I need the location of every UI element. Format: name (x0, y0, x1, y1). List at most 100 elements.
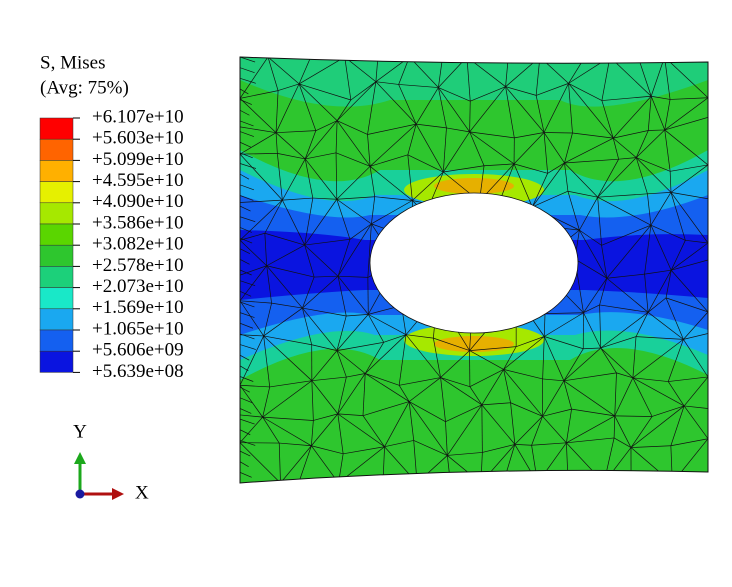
mesh-edge (407, 154, 444, 173)
mesh-edge (384, 440, 414, 448)
mesh-edge (547, 162, 565, 174)
mesh-edge (670, 242, 708, 271)
mesh-edge (240, 385, 263, 418)
mesh-edge (278, 443, 281, 483)
mesh-edge (583, 278, 608, 313)
mesh-edge (335, 152, 338, 200)
mesh-edge (371, 196, 376, 224)
legend: +6.107e+10+5.603e+10+5.099e+10+4.595e+10… (39, 106, 184, 382)
mesh-edge (240, 384, 270, 388)
legend-title: S, Mises (40, 52, 105, 73)
legend-swatch (39, 244, 74, 267)
mesh-edge (408, 401, 446, 422)
mesh-edge (240, 205, 251, 212)
mesh-edge (240, 290, 252, 297)
mesh-edge (344, 57, 352, 101)
mesh-edge (240, 386, 250, 393)
mesh-edge (240, 440, 256, 446)
mesh-edge (600, 336, 637, 349)
legend-swatch (39, 350, 74, 373)
mesh-edge (282, 199, 305, 246)
mesh-edge (600, 347, 634, 379)
mesh-edge (240, 163, 257, 169)
mesh-edge (542, 416, 567, 444)
mesh-edge (599, 278, 608, 306)
mesh-edge (240, 408, 252, 414)
mesh-edge (670, 192, 708, 244)
mesh-edge (630, 416, 653, 448)
mesh-edge (481, 404, 516, 445)
mesh-edge (302, 307, 313, 345)
mesh-edge (542, 380, 565, 417)
mesh-edge (670, 192, 708, 200)
mesh-edge (240, 98, 277, 133)
mesh-edge (632, 336, 637, 378)
mesh-edge (563, 380, 572, 410)
mesh-edge (613, 130, 649, 139)
mesh-edge (264, 199, 283, 234)
mesh-edge (445, 404, 483, 423)
mesh-edge (613, 437, 632, 448)
plate-outline (239, 56, 709, 484)
mesh-edge (375, 81, 399, 85)
mesh-edge (336, 120, 371, 167)
mesh-edge (264, 233, 268, 266)
mesh-edge (266, 265, 315, 278)
mesh-edge (336, 166, 371, 200)
mesh-edge (335, 120, 338, 153)
mesh-edge (566, 437, 615, 444)
mesh-edge (670, 192, 686, 241)
mesh-edge (683, 333, 708, 340)
mesh-edge (650, 96, 666, 131)
mesh-edge (447, 452, 483, 456)
mesh-edge (618, 157, 637, 160)
mesh-edge (543, 336, 565, 381)
mesh-edge (369, 166, 413, 201)
legend-swatch (39, 223, 74, 246)
mesh-edge (304, 199, 338, 246)
mesh-edge (632, 377, 653, 417)
mesh-edge (632, 339, 684, 379)
mesh-edge (567, 191, 580, 231)
mesh-edge (469, 386, 483, 406)
mesh-edge (510, 402, 543, 417)
mesh-edge (503, 346, 517, 370)
mesh-edge (240, 416, 263, 443)
mesh-edge (505, 86, 537, 96)
mesh-edge (606, 277, 649, 313)
mesh-edge (670, 240, 686, 271)
mesh-edge (240, 141, 251, 148)
mesh-edge (276, 153, 283, 201)
mesh-edge (466, 57, 471, 102)
legend-label: +6.107e+10 (92, 106, 184, 127)
mesh-edge (635, 312, 649, 337)
triad: Y X (73, 421, 149, 503)
mesh-edge (311, 413, 339, 446)
legend-label: +5.099e+10 (92, 149, 184, 170)
mesh-edge (614, 415, 632, 448)
mesh-edge (665, 297, 708, 313)
mesh-edge (337, 413, 385, 447)
legend-label: +3.586e+10 (92, 212, 184, 233)
mesh-edge (644, 269, 672, 275)
mesh-edge (263, 303, 272, 337)
mesh-edge (544, 312, 584, 337)
mesh-edge (336, 199, 351, 240)
mesh-edge (568, 83, 573, 134)
mesh-edge (314, 275, 339, 278)
mesh-edge (407, 124, 417, 155)
mesh-edge (304, 130, 317, 160)
mesh-edge (648, 129, 665, 131)
mesh-edge (513, 163, 533, 208)
mesh-edge (470, 86, 506, 102)
mesh-edge (579, 229, 602, 246)
mesh-edge (416, 123, 447, 129)
mesh-edge (304, 198, 314, 246)
mesh-edge (571, 408, 615, 417)
mesh-edge (240, 237, 253, 244)
mesh-edge (240, 300, 272, 304)
mesh-edge (408, 377, 441, 402)
mesh-edge (240, 301, 255, 308)
mesh-edge (240, 397, 253, 404)
mesh-edge (277, 153, 306, 160)
